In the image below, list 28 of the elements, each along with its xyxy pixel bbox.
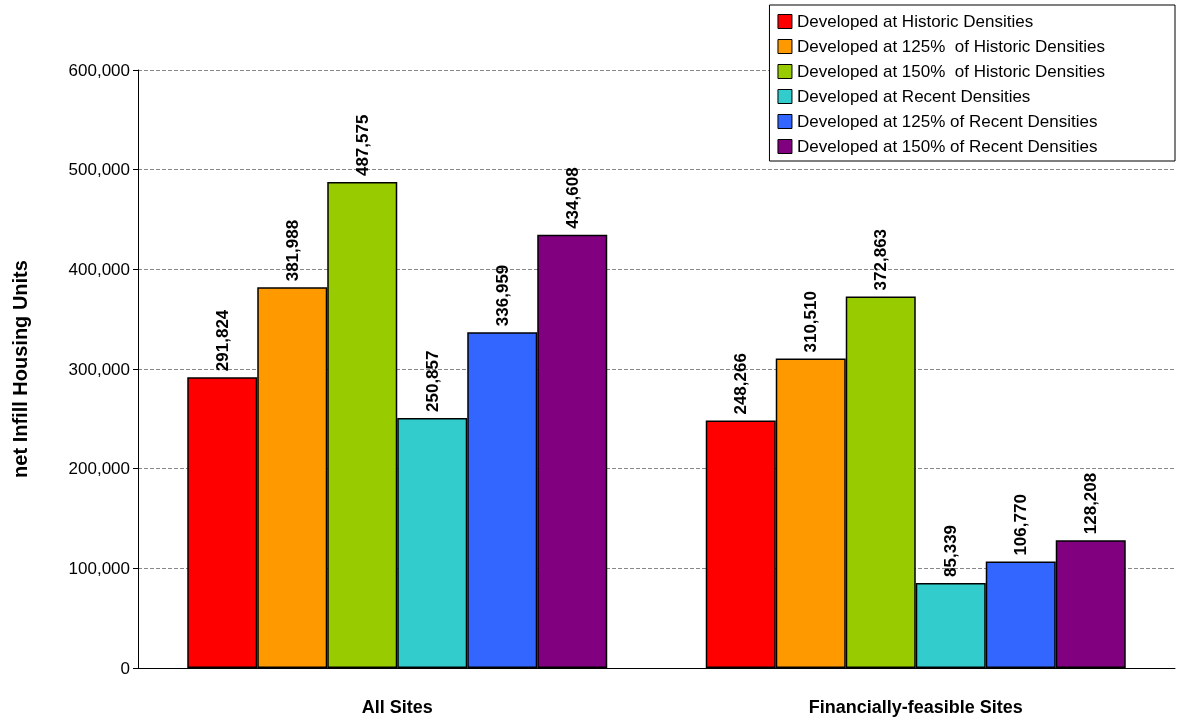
x-tick-label: All Sites <box>361 697 433 717</box>
data-label: 128,208 <box>1081 472 1101 535</box>
data-label: 336,959 <box>492 264 512 327</box>
data-label: 250,857 <box>422 350 442 412</box>
y-tick-label: 300,000 <box>68 359 130 379</box>
data-label: 291,824 <box>212 309 232 372</box>
y-tick-label: 600,000 <box>68 60 130 80</box>
y-tick-label: 0 <box>120 658 130 678</box>
legend-label: Developed at Recent Densities <box>796 87 1031 106</box>
data-label: 310,510 <box>801 291 821 353</box>
data-label: 372,863 <box>871 228 891 291</box>
legend-label: Developed at 125% of Recent Densities <box>796 112 1098 131</box>
data-label: 248,266 <box>731 353 751 415</box>
data-label: 85,339 <box>941 524 961 577</box>
data-label: 381,988 <box>282 219 302 282</box>
legend-label: Developed at Historic Densities <box>796 12 1034 31</box>
y-tick-label: 200,000 <box>68 459 130 479</box>
x-tick-label: Financially-feasible Sites <box>808 697 1023 717</box>
y-tick-label: 500,000 <box>68 160 130 180</box>
legend-label: Developed at 125% of Historic Densities <box>796 37 1105 56</box>
data-label: 106,770 <box>1011 494 1031 556</box>
y-axis-title: net Infill Housing Units <box>9 260 31 478</box>
data-label: 487,575 <box>352 114 372 177</box>
legend-label: Developed at 150% of Recent Densities <box>796 137 1098 156</box>
data-label: 434,608 <box>562 167 582 229</box>
legend-label: Developed at 150% of Historic Densities <box>796 62 1105 81</box>
y-tick-label: 100,000 <box>68 558 130 578</box>
y-tick-label: 400,000 <box>68 259 130 279</box>
